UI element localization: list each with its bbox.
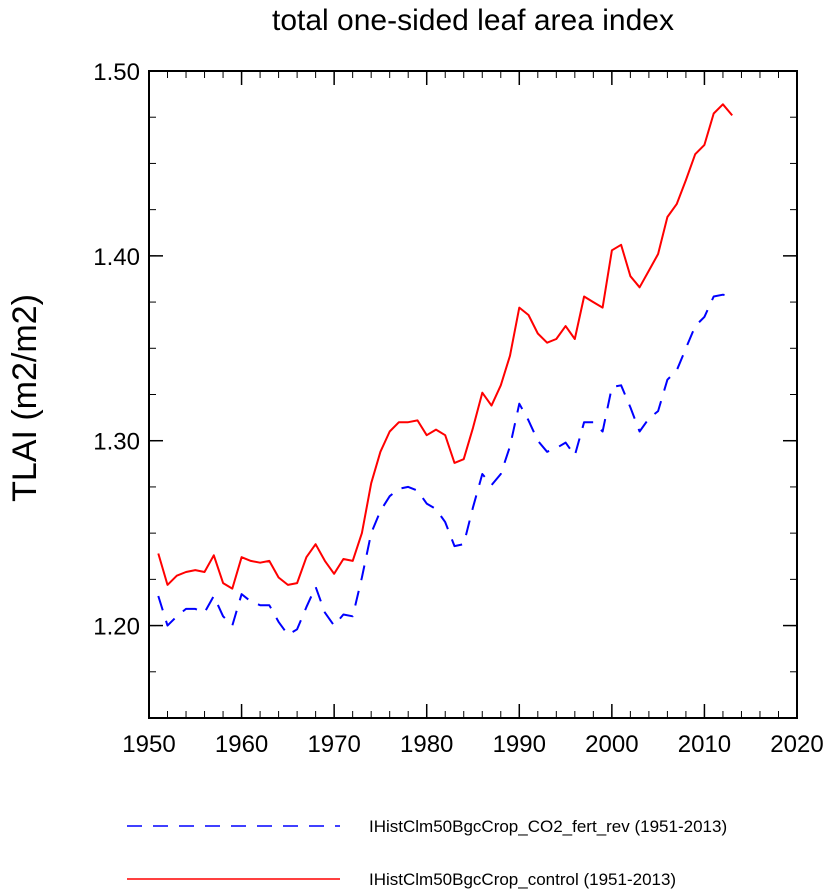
tick-labels: 1950 1960 1970 1980 1990 2000 2010 2020 1.20 1.30… (93, 59, 823, 758)
legend: IHistClm50BgcCrop_CO2_fert_rev (1951-201… (127, 817, 727, 889)
x-tick-label: 1970 (307, 731, 360, 758)
axis-ticks (148, 70, 798, 719)
chart-title: total one-sided leaf area index (272, 4, 674, 37)
y-tick-label: 1.40 (93, 244, 140, 271)
series-line-1 (157, 103, 733, 590)
plot-frame (148, 70, 798, 719)
series-layer (157, 103, 733, 636)
y-tick-label: 1.30 (93, 429, 140, 456)
legend-label-1: IHistClm50BgcCrop_control (1951-2013) (369, 870, 676, 889)
x-tick-label: 1960 (215, 731, 268, 758)
x-tick-label: 2020 (770, 731, 823, 758)
y-tick-label: 1.50 (93, 59, 140, 86)
x-tick-label: 1990 (493, 731, 546, 758)
y-axis-label: TLAI (m2/m2) (6, 294, 44, 502)
series-line-0 (157, 293, 733, 636)
x-tick-label: 1950 (122, 731, 175, 758)
x-tick-label: 2010 (678, 731, 731, 758)
x-tick-label: 2000 (585, 731, 638, 758)
y-tick-label: 1.20 (93, 614, 140, 641)
legend-label-0: IHistClm50BgcCrop_CO2_fert_rev (1951-201… (369, 817, 727, 836)
x-tick-label: 1980 (400, 731, 453, 758)
